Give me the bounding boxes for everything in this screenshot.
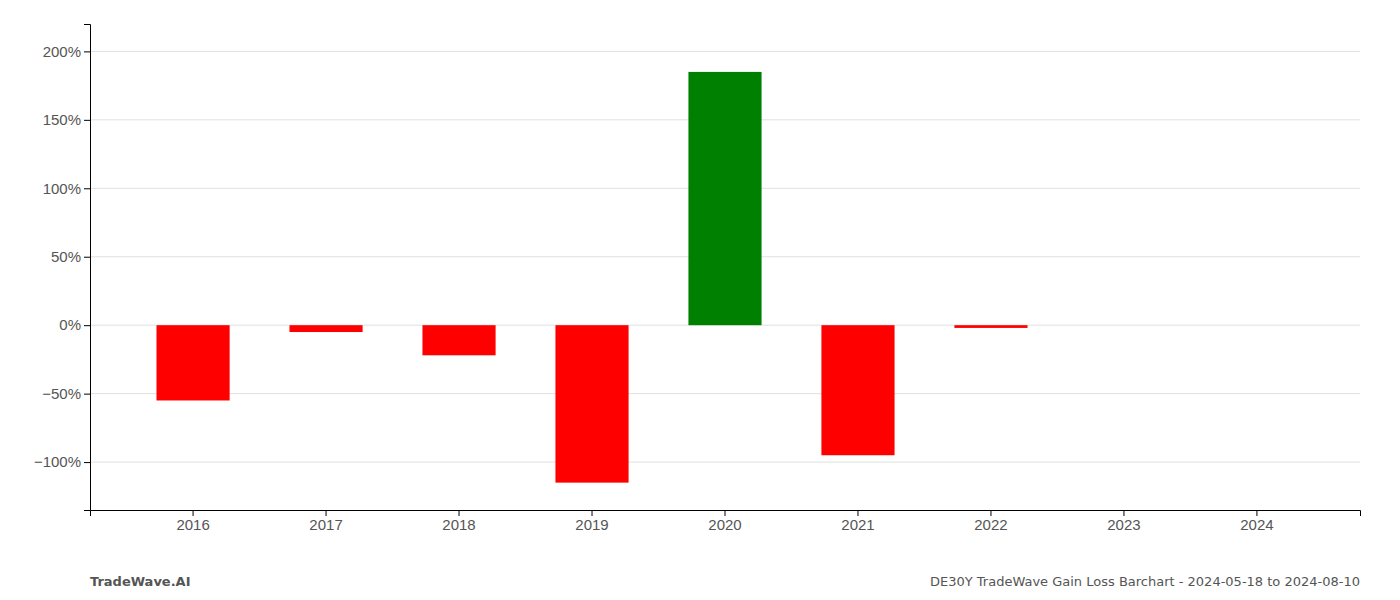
x-tick: 2019 — [575, 510, 608, 533]
x-tick-label: 2018 — [442, 516, 475, 533]
y-tick-label: −50% — [42, 385, 81, 402]
y-tick-mark — [84, 394, 90, 395]
y-tick: 100% — [43, 180, 90, 197]
y-tick-label: 100% — [43, 180, 81, 197]
y-tick: 150% — [43, 111, 90, 128]
chart-svg: −100%−50%0%50%100%150%200%20162017201820… — [0, 0, 1400, 600]
y-tick-label: 0% — [59, 316, 81, 333]
x-tick: 2016 — [176, 510, 209, 533]
y-tick-label: 200% — [43, 43, 81, 60]
x-tick-label: 2022 — [974, 516, 1007, 533]
y-tick-mark — [84, 325, 90, 326]
y-tick: 50% — [51, 248, 90, 265]
x-tick-label: 2024 — [1240, 516, 1273, 533]
y-tick: −50% — [42, 385, 90, 402]
y-tick-label: −100% — [34, 453, 81, 470]
y-tick-mark — [84, 120, 90, 121]
footer-right: DE30Y TradeWave Gain Loss Barchart - 202… — [930, 574, 1360, 589]
grid-line — [90, 462, 1360, 463]
x-tick: 2020 — [708, 510, 741, 533]
y-tick: 0% — [59, 316, 90, 333]
x-axis: 2016 2017 2018 2019 2020 2021 2022 2023 2024 — [91, 510, 1361, 533]
footer-left: TradeWave.AI — [90, 574, 191, 589]
x-tick-label: 2020 — [708, 516, 741, 533]
x-tick: 2018 — [442, 510, 475, 533]
x-tick: 2017 — [309, 510, 342, 533]
y-tick-mark — [84, 188, 90, 189]
bar — [1220, 325, 1293, 326]
y-tick-label: 150% — [43, 111, 81, 128]
x-tick-label: 2016 — [176, 516, 209, 533]
x-tick: 2024 — [1240, 510, 1273, 533]
y-tick-label: 50% — [51, 248, 81, 265]
y-tick-mark — [84, 51, 90, 52]
x-tick: 2021 — [841, 510, 874, 533]
y-axis: −100% −50% 0% 50% 100% 150% 200% — [34, 25, 91, 511]
x-tick-label: 2019 — [575, 516, 608, 533]
grid-line — [90, 51, 1360, 52]
bar — [289, 325, 362, 332]
x-tick: 2023 — [1107, 510, 1140, 533]
bar — [1087, 325, 1160, 326]
x-tick: 2022 — [974, 510, 1007, 533]
grid-line — [90, 393, 1360, 394]
bar — [688, 72, 761, 325]
y-tick-mark — [84, 462, 90, 463]
bar — [156, 325, 229, 400]
chart-container: −100%−50%0%50%100%150%200%20162017201820… — [0, 0, 1400, 600]
x-tick-label: 2017 — [309, 516, 342, 533]
y-tick-mark — [84, 257, 90, 258]
bar — [821, 325, 894, 455]
bars — [156, 72, 1027, 483]
y-axis-line — [84, 25, 91, 511]
bar — [555, 325, 628, 482]
x-tick-label: 2023 — [1107, 516, 1140, 533]
y-tick: −100% — [34, 453, 90, 470]
grid — [90, 51, 1360, 462]
x-tick-label: 2021 — [841, 516, 874, 533]
y-tick: 200% — [43, 43, 90, 60]
bar — [422, 325, 495, 355]
bar — [954, 325, 1027, 328]
